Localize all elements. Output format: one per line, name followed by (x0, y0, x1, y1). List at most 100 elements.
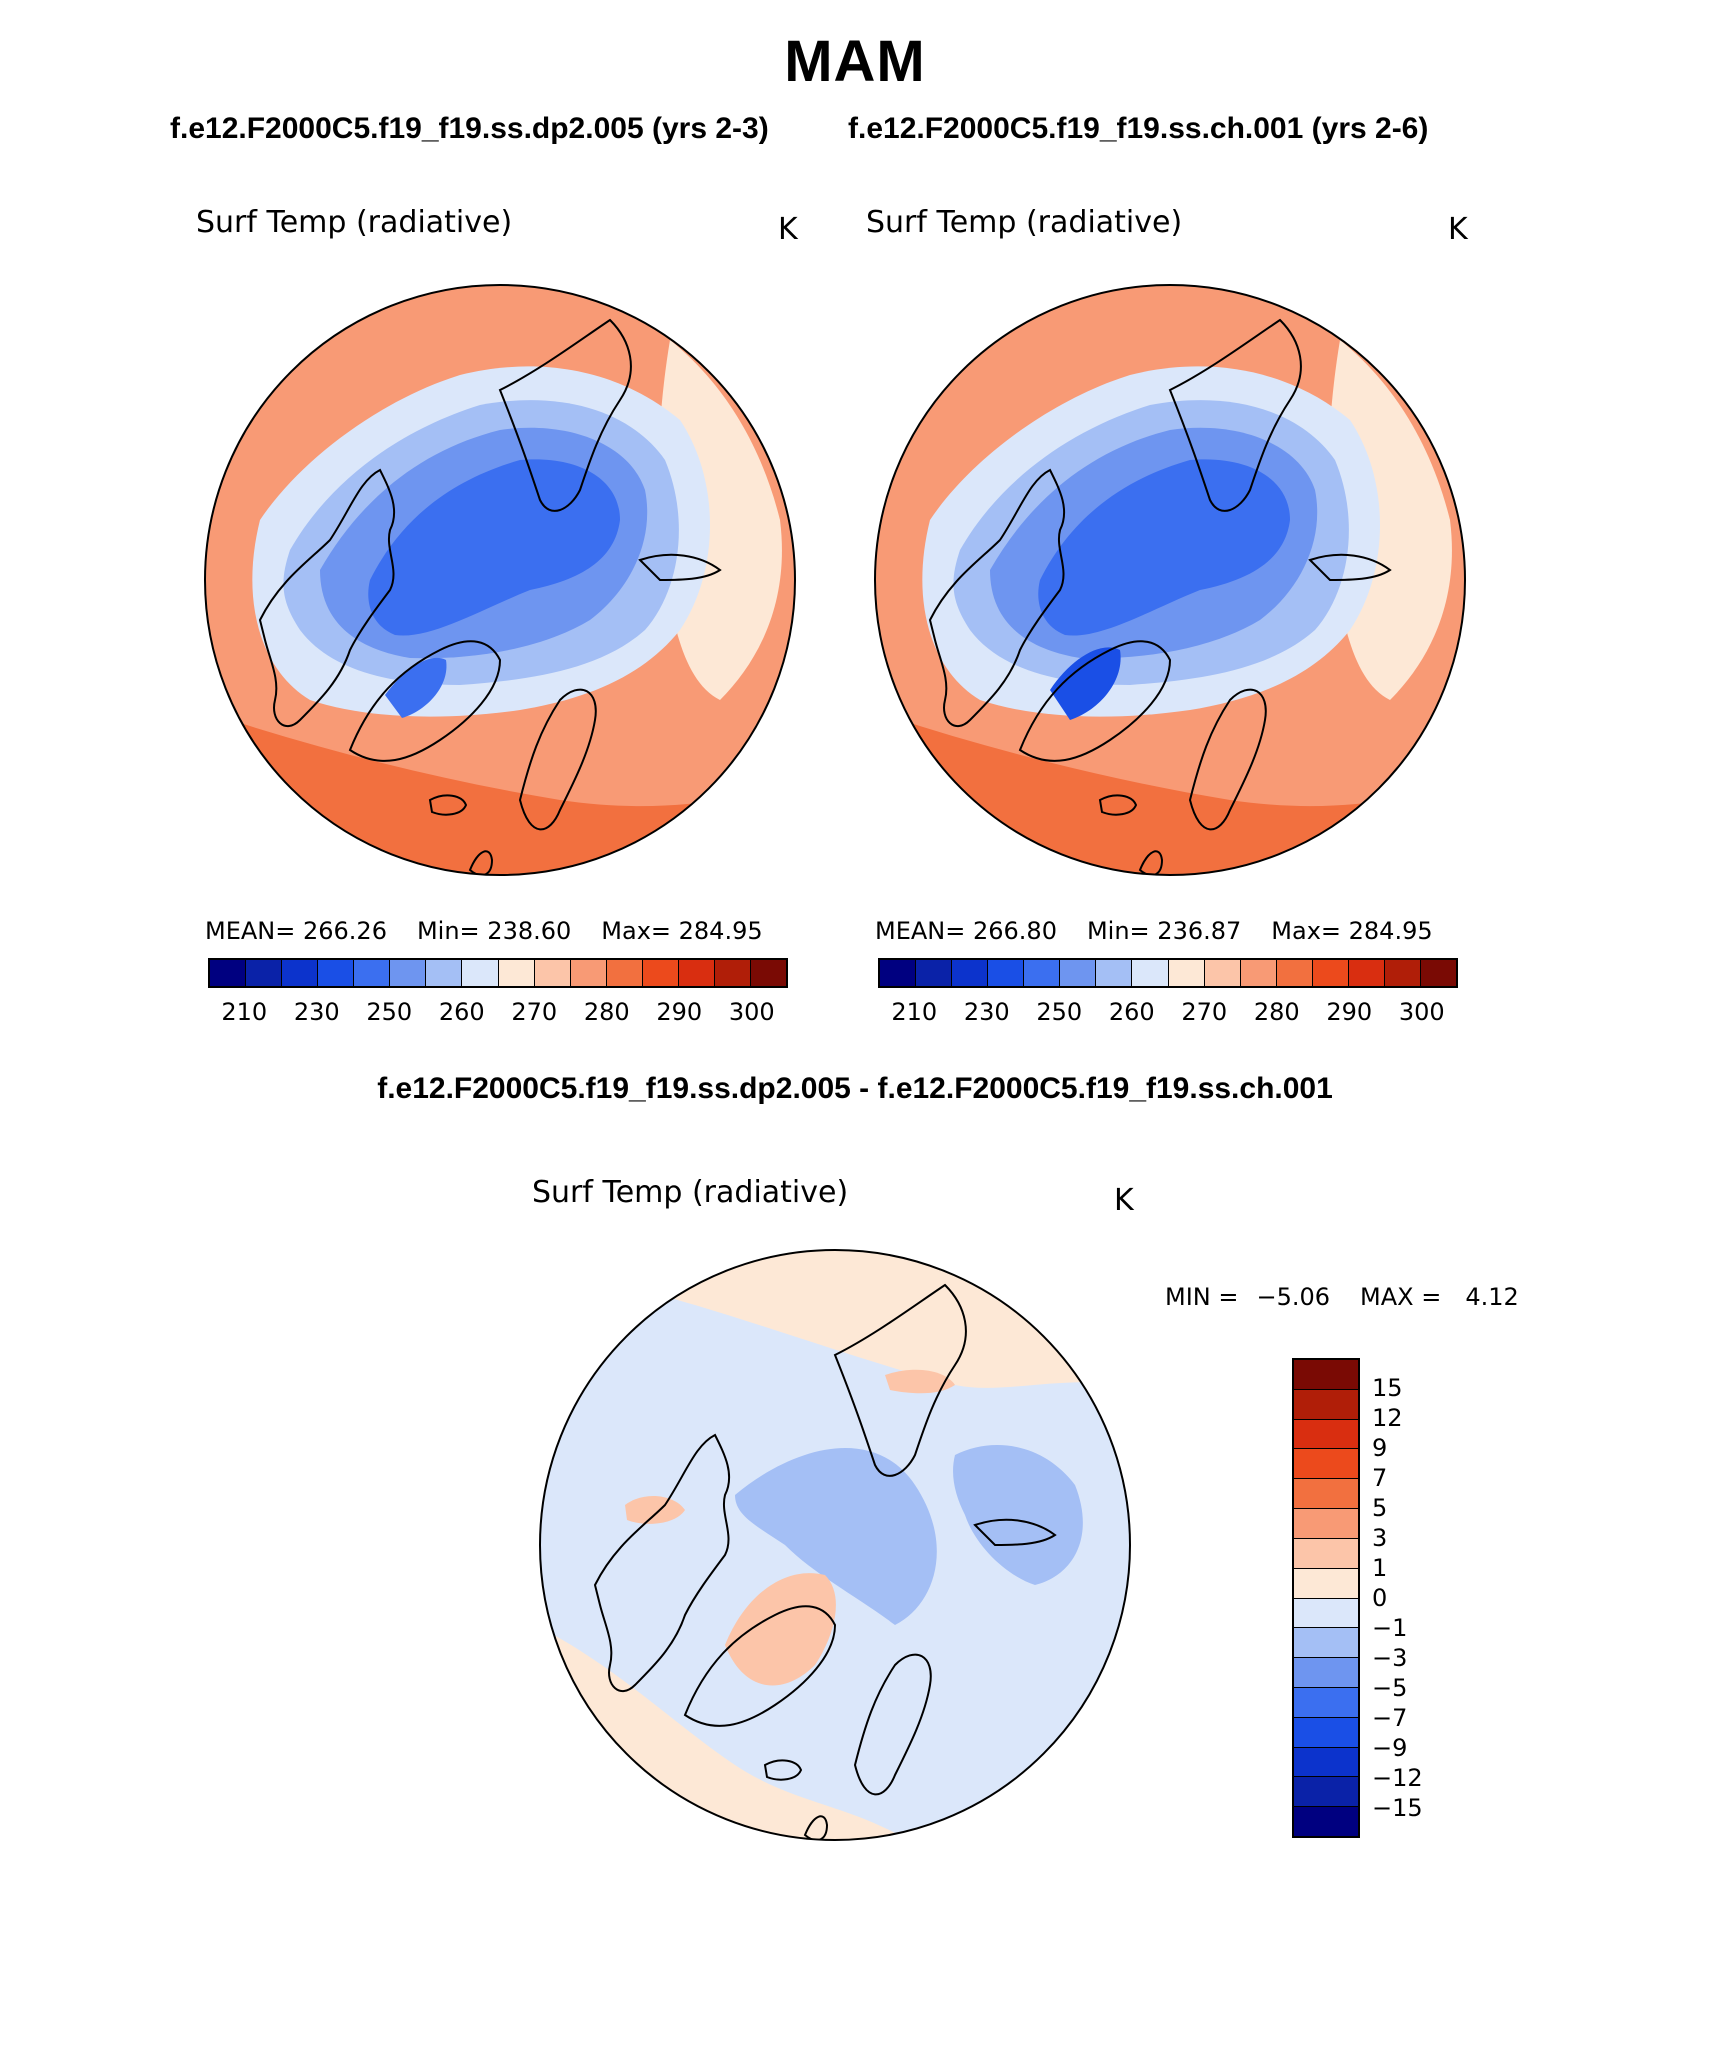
colorbar-tick-label: 230 (963, 998, 1010, 1026)
colorbar-swatch (1294, 1419, 1358, 1450)
colorbar-swatch (1294, 1777, 1358, 1808)
left-run-title: f.e12.F2000C5.f19_f19.ss.dp2.005 (yrs 2-… (170, 112, 769, 145)
colorbar-swatch (606, 960, 643, 986)
colorbar-swatch (1294, 1568, 1358, 1599)
colorbar-swatch (282, 960, 319, 986)
colorbar-tick-label: −15 (1372, 1794, 1423, 1822)
diff-min-value: −5.06 (1256, 1283, 1331, 1311)
colorbar-swatch (1096, 960, 1133, 986)
colorbar-tick-label: 280 (1253, 998, 1300, 1026)
colorbar-swatch (1294, 1509, 1358, 1539)
colorbar-swatch (1294, 1360, 1358, 1390)
colorbar-swatch (1024, 960, 1061, 986)
colorbar-swatch (1294, 1628, 1358, 1659)
difference-colorbar-ticks: 15 12 9 7 5 3 1 0 −1 −3 −5 −7 −9 −12 −15 (1372, 1358, 1452, 1838)
colorbar-tick-label: −1 (1372, 1614, 1408, 1642)
left-variable-label: Surf Temp (radiative) (196, 205, 513, 240)
difference-polar-map (539, 1249, 1131, 1841)
colorbar-tick-label: 300 (728, 998, 775, 1026)
right-max: Max= 284.95 (1271, 917, 1433, 945)
colorbar-tick-label: 7 (1372, 1464, 1388, 1492)
colorbar-swatch (462, 960, 499, 986)
colorbar-swatch (318, 960, 355, 986)
left-max: Max= 284.95 (601, 917, 763, 945)
coastline (258, 468, 396, 728)
coastline (833, 1283, 967, 1477)
colorbar-tick-label: 15 (1372, 1374, 1403, 1402)
colorbar-swatch (714, 960, 751, 986)
colorbar-tick-label: −12 (1372, 1764, 1423, 1792)
colorbar-tick-label: 260 (1108, 998, 1155, 1026)
colorbar-swatch (534, 960, 571, 986)
colorbar-tick-label: 3 (1372, 1524, 1388, 1552)
left-polar-map (204, 284, 796, 876)
colorbar-tick-label: −9 (1372, 1734, 1408, 1762)
right-units-label: K (1448, 212, 1468, 247)
colorbar-tick-label: 270 (511, 998, 558, 1026)
colorbar-swatch (988, 960, 1025, 986)
right-run-title: f.e12.F2000C5.f19_f19.ss.ch.001 (yrs 2-6… (848, 112, 1429, 145)
colorbar-tick-label: 0 (1372, 1584, 1388, 1612)
colorbar-swatch (1276, 960, 1313, 986)
map-field-warm (625, 1495, 685, 1524)
colorbar-swatch (1204, 960, 1241, 986)
right-colorbar-ticks: 210 230 250 260 270 280 290 300 (878, 998, 1458, 1028)
colorbar-tick-label: 250 (366, 998, 413, 1026)
colorbar-swatch (498, 960, 535, 986)
colorbar-tick-label: 9 (1372, 1434, 1388, 1462)
map-field-cool (735, 1447, 937, 1625)
colorbar-swatch (426, 960, 463, 986)
colorbar-swatch (750, 960, 786, 986)
right-variable-label: Surf Temp (radiative) (866, 205, 1183, 240)
colorbar-swatch (210, 960, 247, 986)
colorbar-swatch (1168, 960, 1205, 986)
colorbar-swatch (1384, 960, 1421, 986)
right-min: Min= 236.87 (1086, 917, 1242, 945)
colorbar-tick-label: 260 (438, 998, 485, 1026)
coastline (1018, 640, 1172, 762)
coastline (638, 553, 722, 582)
coastline (593, 1433, 731, 1693)
colorbar-swatch (1312, 960, 1349, 986)
colorbar-swatch (678, 960, 715, 986)
coastline (428, 794, 468, 816)
right-mean: MEAN= 266.80 (875, 917, 1057, 945)
map-field-cool (368, 459, 620, 636)
coastline (1188, 688, 1267, 831)
coastline (973, 1518, 1057, 1547)
colorbar-tick-label: 280 (583, 998, 630, 1026)
colorbar-swatch (1294, 1389, 1358, 1420)
colorbar-swatch (246, 960, 283, 986)
colorbar-swatch (1294, 1449, 1358, 1480)
coastline (348, 640, 502, 762)
colorbar-swatch (1294, 1717, 1358, 1748)
map-field-cool (1038, 459, 1290, 636)
colorbar-tick-label: 12 (1372, 1404, 1403, 1432)
colorbar-tick-label: 290 (1326, 998, 1373, 1026)
colorbar-swatch (952, 960, 989, 986)
diff-max-value: 4.12 (1465, 1283, 1519, 1311)
colorbar-swatch (916, 960, 953, 986)
colorbar-swatch (390, 960, 427, 986)
diff-variable-label: Surf Temp (radiative) (532, 1175, 849, 1210)
colorbar-tick-label: −3 (1372, 1644, 1408, 1672)
colorbar-tick-label: 1 (1372, 1554, 1388, 1582)
left-colorbar (208, 958, 788, 988)
colorbar-swatch (1294, 1479, 1358, 1510)
colorbar-tick-label: 230 (293, 998, 340, 1026)
coastline (518, 688, 597, 831)
coastline (1168, 318, 1302, 512)
map-field-cool (1050, 647, 1121, 720)
colorbar-swatch (880, 960, 917, 986)
coastline (1308, 553, 1392, 582)
coastline (853, 1653, 932, 1796)
colorbar-swatch (1294, 1807, 1358, 1836)
map-field-warm (885, 1369, 955, 1394)
colorbar-tick-label: 5 (1372, 1494, 1388, 1522)
coastline (683, 1605, 837, 1727)
colorbar-tick-label: 270 (1181, 998, 1228, 1026)
colorbar-swatch (1294, 1538, 1358, 1569)
left-units-label: K (778, 212, 798, 247)
colorbar-tick-label: 250 (1036, 998, 1083, 1026)
colorbar-swatch (570, 960, 607, 986)
